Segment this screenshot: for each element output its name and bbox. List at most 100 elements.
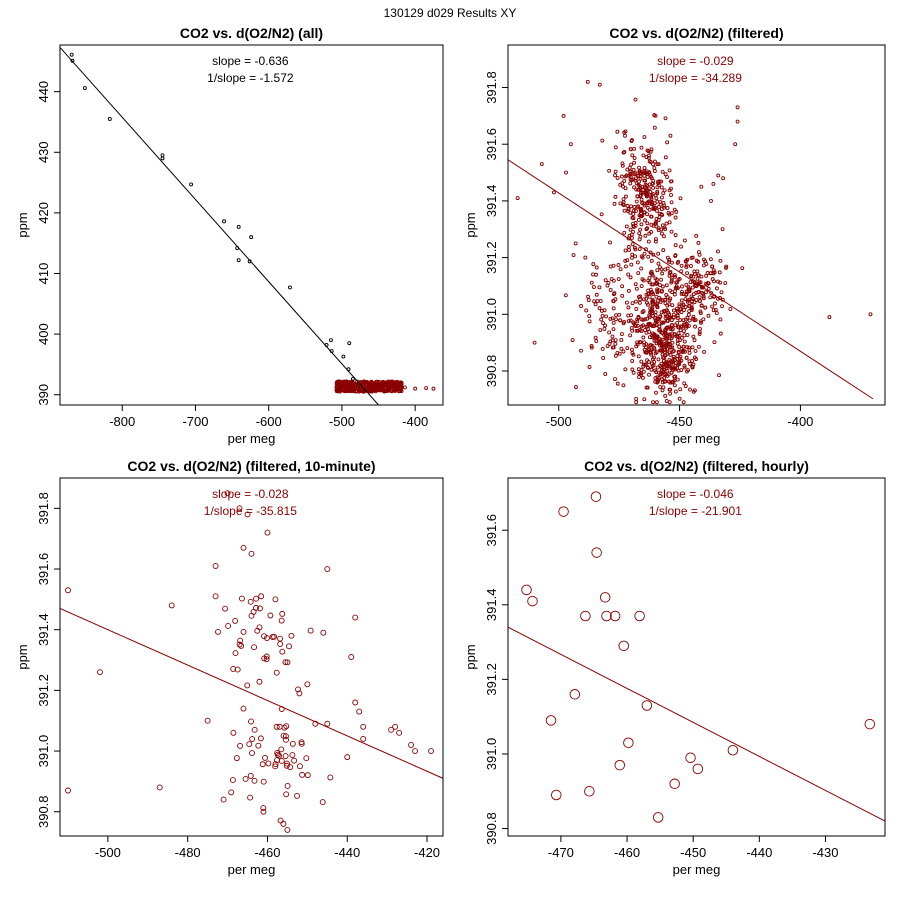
data-point	[247, 794, 254, 801]
data-point	[634, 397, 639, 401]
data-point	[685, 271, 690, 276]
data-point	[579, 304, 584, 308]
data-point	[659, 212, 664, 217]
data-point	[697, 330, 702, 335]
data-point	[633, 97, 638, 102]
data-point	[686, 312, 691, 317]
y-axis-label: ppm	[463, 644, 478, 669]
data-point	[660, 284, 665, 289]
data-point	[634, 286, 639, 291]
data-point	[698, 298, 702, 303]
data-point	[613, 341, 618, 346]
data-point	[251, 644, 258, 651]
data-point	[675, 341, 680, 346]
data-point	[629, 313, 634, 318]
data-point	[563, 293, 568, 298]
data-point	[667, 273, 672, 278]
data-point	[674, 284, 679, 289]
plot-frame	[59, 477, 444, 837]
data-point	[701, 296, 706, 301]
data-point	[713, 301, 717, 306]
x-axis-label: per meg	[228, 431, 276, 446]
data-point	[281, 724, 288, 731]
data-point	[351, 387, 356, 391]
data-point	[286, 643, 292, 650]
data-point	[673, 233, 678, 238]
y-tick-label: 391.0	[36, 735, 51, 768]
data-point	[647, 347, 652, 352]
data-points	[65, 490, 434, 833]
data-point	[633, 176, 638, 181]
data-point	[224, 490, 231, 497]
data-point	[628, 318, 633, 323]
data-point	[655, 290, 660, 295]
data-point	[573, 385, 578, 390]
data-point	[647, 276, 652, 280]
data-point	[650, 333, 654, 338]
data-point	[692, 388, 697, 393]
data-point	[602, 326, 607, 331]
data-point	[697, 332, 702, 336]
data-point	[650, 331, 655, 336]
data-point	[660, 344, 665, 349]
data-point	[274, 750, 281, 756]
data-point	[629, 204, 633, 209]
data-point	[658, 372, 663, 377]
data-point	[590, 491, 602, 502]
data-point	[659, 277, 664, 282]
data-point	[263, 656, 270, 663]
data-point	[621, 184, 626, 189]
data-point	[683, 297, 688, 301]
data-point	[668, 352, 673, 357]
data-point	[249, 736, 256, 743]
x-tick-label: -460	[254, 845, 280, 860]
data-point	[673, 243, 678, 248]
data-point	[625, 258, 630, 263]
data-point	[584, 786, 595, 797]
data-point	[630, 242, 635, 247]
data-point	[236, 641, 243, 648]
slope-annotation: 1/slope = -21.901	[649, 504, 742, 518]
data-point	[663, 172, 668, 177]
data-point	[598, 328, 603, 332]
x-tick-label: -460	[614, 845, 640, 860]
data-point	[632, 205, 637, 209]
data-point	[640, 255, 645, 260]
data-point	[663, 393, 668, 398]
plot-frame	[507, 477, 886, 837]
data-point	[698, 319, 703, 324]
data-point	[256, 678, 263, 685]
data-point	[679, 368, 684, 372]
data-point	[718, 317, 723, 322]
x-tick-label: -500	[329, 414, 355, 429]
data-point	[604, 314, 609, 319]
slope-annotation: slope = -0.636	[212, 54, 289, 68]
chart-title: CO2 vs. d(O2/N2) (filtered, hourly)	[584, 458, 809, 474]
data-point	[644, 192, 649, 197]
data-point	[334, 385, 339, 390]
data-point	[619, 332, 624, 336]
x-tick-label: -450	[667, 414, 693, 429]
data-point	[304, 681, 311, 688]
data-point	[630, 153, 635, 158]
data-point	[631, 370, 636, 375]
data-point	[651, 252, 656, 257]
data-point	[589, 280, 594, 285]
data-point	[684, 289, 689, 294]
data-point	[291, 757, 298, 764]
data-point	[677, 302, 682, 307]
data-point	[636, 182, 641, 187]
y-tick-label: 391.2	[484, 663, 499, 696]
data-point	[282, 659, 289, 666]
data-point	[637, 371, 642, 376]
data-point	[623, 737, 634, 749]
data-point	[651, 299, 656, 304]
data-point	[653, 319, 658, 324]
fit-line	[508, 159, 874, 400]
data-point	[591, 262, 596, 267]
data-point	[682, 238, 687, 243]
data-point	[679, 244, 683, 249]
y-tick-label: 391.6	[484, 514, 499, 547]
data-point	[532, 340, 537, 345]
x-axis-label: per meg	[673, 431, 721, 446]
